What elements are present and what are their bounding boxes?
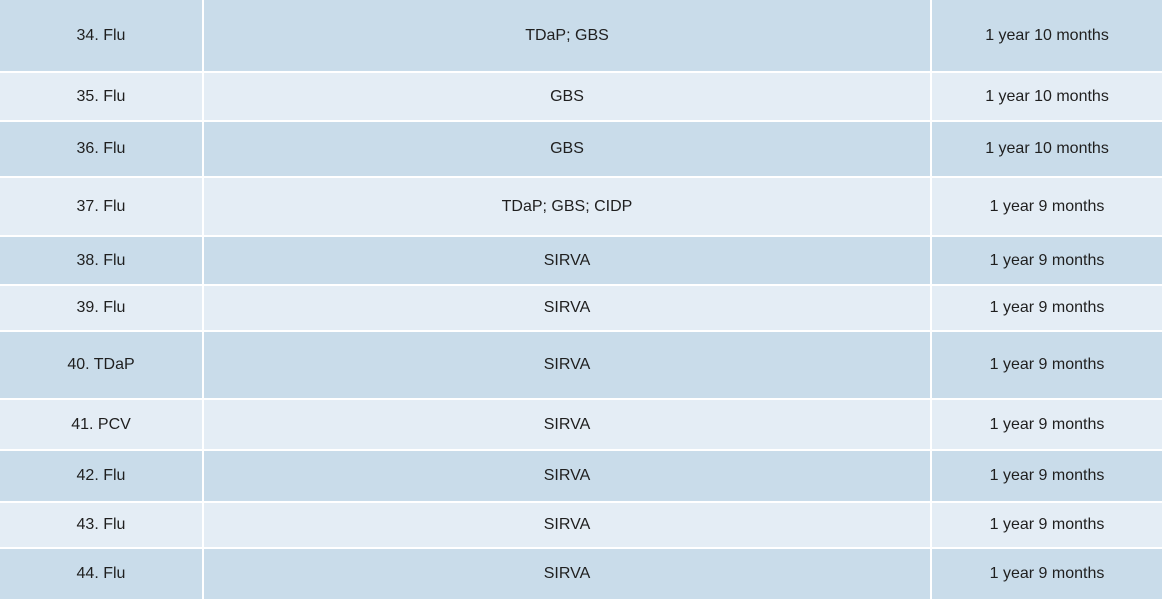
table-cell: 36. Flu <box>0 122 202 176</box>
table-cell: 39. Flu <box>0 286 202 330</box>
table-cell: 1 year 9 months <box>932 451 1162 501</box>
table-cell: 38. Flu <box>0 237 202 284</box>
table-cell: SIRVA <box>204 400 930 449</box>
table-cell: 34. Flu <box>0 0 202 71</box>
table-cell: 1 year 9 months <box>932 178 1162 235</box>
table-cell: TDaP; GBS; CIDP <box>204 178 930 235</box>
table-cell: SIRVA <box>204 503 930 547</box>
table-cell: SIRVA <box>204 332 930 398</box>
table-cell: 1 year 10 months <box>932 73 1162 120</box>
table-cell: 35. Flu <box>0 73 202 120</box>
table-cell: 1 year 9 months <box>932 503 1162 547</box>
table-cell: 40. TDaP <box>0 332 202 398</box>
table-cell: 44. Flu <box>0 549 202 599</box>
table-cell: 1 year 9 months <box>932 286 1162 330</box>
table-cell: SIRVA <box>204 451 930 501</box>
table-cell: 37. Flu <box>0 178 202 235</box>
table-cell: SIRVA <box>204 549 930 599</box>
table-cell: 1 year 10 months <box>932 122 1162 176</box>
table-cell: 1 year 9 months <box>932 237 1162 284</box>
table-cell: SIRVA <box>204 286 930 330</box>
table-cell: GBS <box>204 73 930 120</box>
table-cell: TDaP; GBS <box>204 0 930 71</box>
table-cell: 1 year 9 months <box>932 549 1162 599</box>
table-cell: 1 year 9 months <box>932 332 1162 398</box>
table-cell: 42. Flu <box>0 451 202 501</box>
table-cell: 1 year 9 months <box>932 400 1162 449</box>
table-cell: 41. PCV <box>0 400 202 449</box>
table-cell: 1 year 10 months <box>932 0 1162 71</box>
table-cell: 43. Flu <box>0 503 202 547</box>
table-cell: GBS <box>204 122 930 176</box>
table-cell: SIRVA <box>204 237 930 284</box>
